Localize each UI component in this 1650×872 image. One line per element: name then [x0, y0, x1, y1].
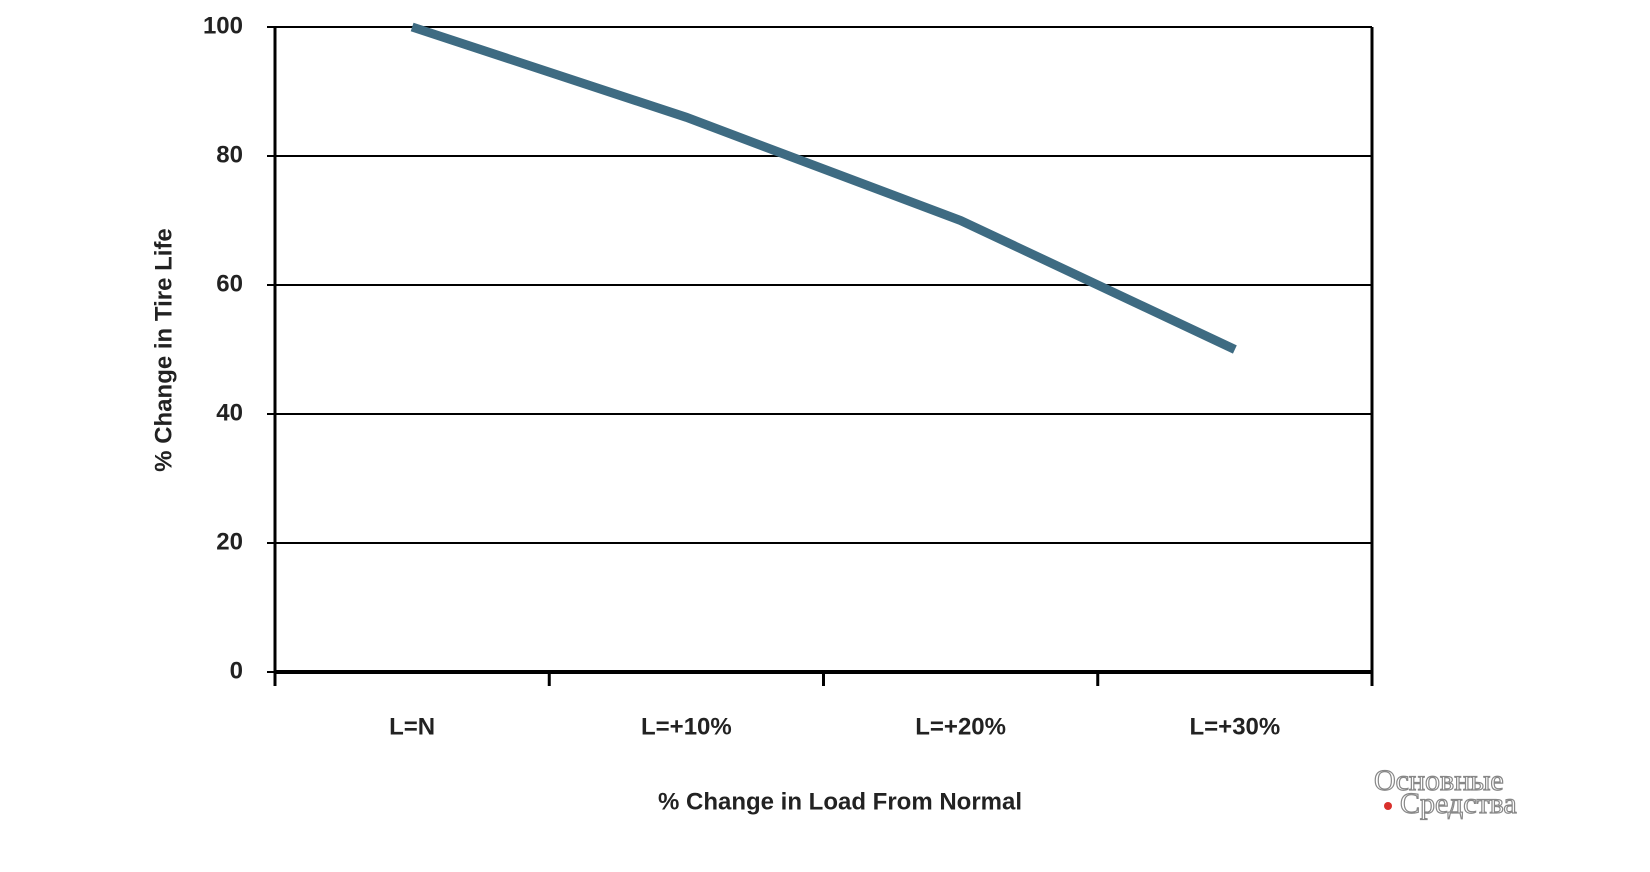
watermark: Основные: [1374, 764, 1504, 797]
y-tick-label: 80: [216, 141, 243, 168]
y-tick-label: 40: [216, 399, 243, 426]
x-axis-label: % Change in Load From Normal: [658, 788, 1022, 815]
x-tick-label: L=+20%: [915, 713, 1006, 740]
y-tick-label: 100: [203, 12, 243, 39]
watermark: Средства: [1400, 787, 1517, 820]
x-tick-label: L=+10%: [641, 713, 732, 740]
data-line: [410, 22, 1237, 354]
y-tick-label: 20: [216, 528, 243, 555]
y-tick-label: 60: [216, 270, 243, 297]
y-tick-label: 0: [230, 657, 243, 684]
y-axis-label: % Change in Tire Life: [150, 228, 177, 472]
x-tick-label: L=N: [389, 713, 435, 740]
x-tick-label: L=+30%: [1190, 713, 1281, 740]
watermark-dot: [1384, 802, 1392, 810]
